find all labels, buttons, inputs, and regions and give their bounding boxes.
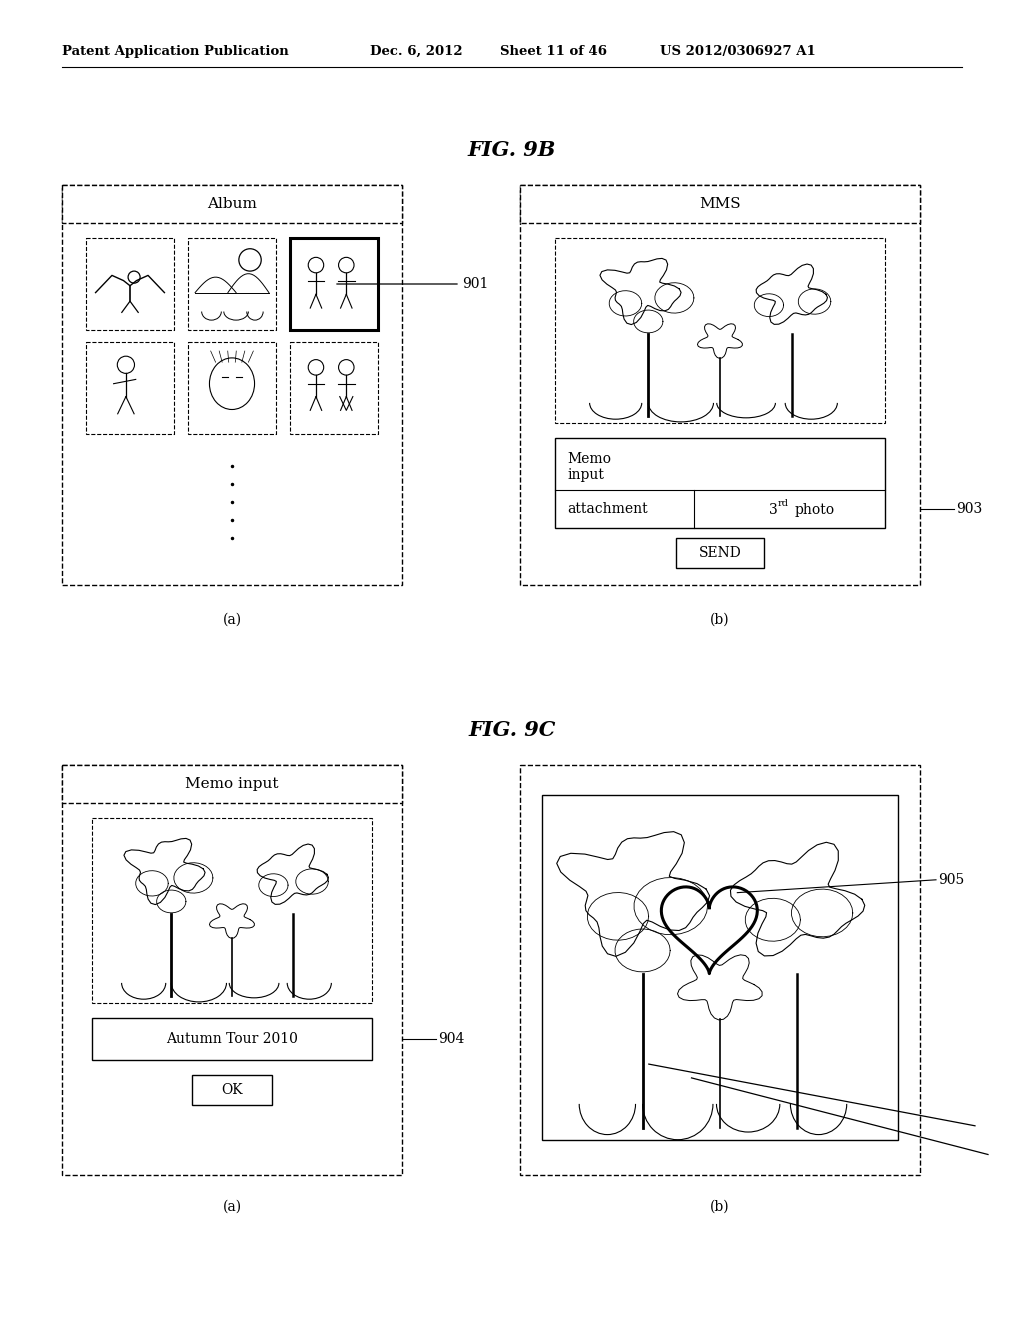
Text: photo: photo xyxy=(795,503,835,517)
Text: 905: 905 xyxy=(938,873,965,887)
Text: US 2012/0306927 A1: US 2012/0306927 A1 xyxy=(660,45,816,58)
Text: MMS: MMS xyxy=(699,197,740,211)
Text: Sheet 11 of 46: Sheet 11 of 46 xyxy=(500,45,607,58)
Text: 903: 903 xyxy=(956,502,982,516)
Text: (a): (a) xyxy=(222,612,242,627)
Text: (b): (b) xyxy=(711,1200,730,1214)
Text: SEND: SEND xyxy=(698,546,741,560)
Bar xyxy=(188,238,276,330)
Bar xyxy=(542,795,898,1140)
Text: Autumn Tour 2010: Autumn Tour 2010 xyxy=(166,1032,298,1045)
Text: 3: 3 xyxy=(769,503,777,517)
Bar xyxy=(62,766,402,803)
Bar xyxy=(86,342,174,434)
Text: Patent Application Publication: Patent Application Publication xyxy=(62,45,289,58)
Text: rd: rd xyxy=(777,499,788,508)
Bar xyxy=(520,185,920,223)
Bar xyxy=(520,766,920,1175)
Bar xyxy=(193,1074,272,1105)
Bar xyxy=(555,238,885,422)
Text: OK: OK xyxy=(221,1082,243,1097)
Text: Album: Album xyxy=(207,197,257,211)
Text: FIG. 9B: FIG. 9B xyxy=(468,140,556,160)
Text: 904: 904 xyxy=(438,1032,464,1045)
Bar xyxy=(520,185,920,585)
Text: input: input xyxy=(567,469,604,482)
Text: Memo input: Memo input xyxy=(185,777,279,791)
Text: Memo: Memo xyxy=(567,451,611,466)
Text: Dec. 6, 2012: Dec. 6, 2012 xyxy=(370,45,463,58)
Bar xyxy=(62,185,402,223)
Text: 901: 901 xyxy=(462,277,488,290)
Bar xyxy=(676,539,764,568)
Text: (b): (b) xyxy=(711,612,730,627)
Bar xyxy=(62,766,402,1175)
Bar xyxy=(86,238,174,330)
Bar xyxy=(290,238,378,330)
Bar xyxy=(62,185,402,585)
Text: (a): (a) xyxy=(222,1200,242,1214)
Bar xyxy=(92,818,372,1003)
Bar xyxy=(290,342,378,434)
Bar xyxy=(188,342,276,434)
Text: attachment: attachment xyxy=(567,502,647,516)
Bar xyxy=(92,1018,372,1060)
Text: FIG. 9C: FIG. 9C xyxy=(468,719,556,741)
Bar xyxy=(555,438,885,528)
